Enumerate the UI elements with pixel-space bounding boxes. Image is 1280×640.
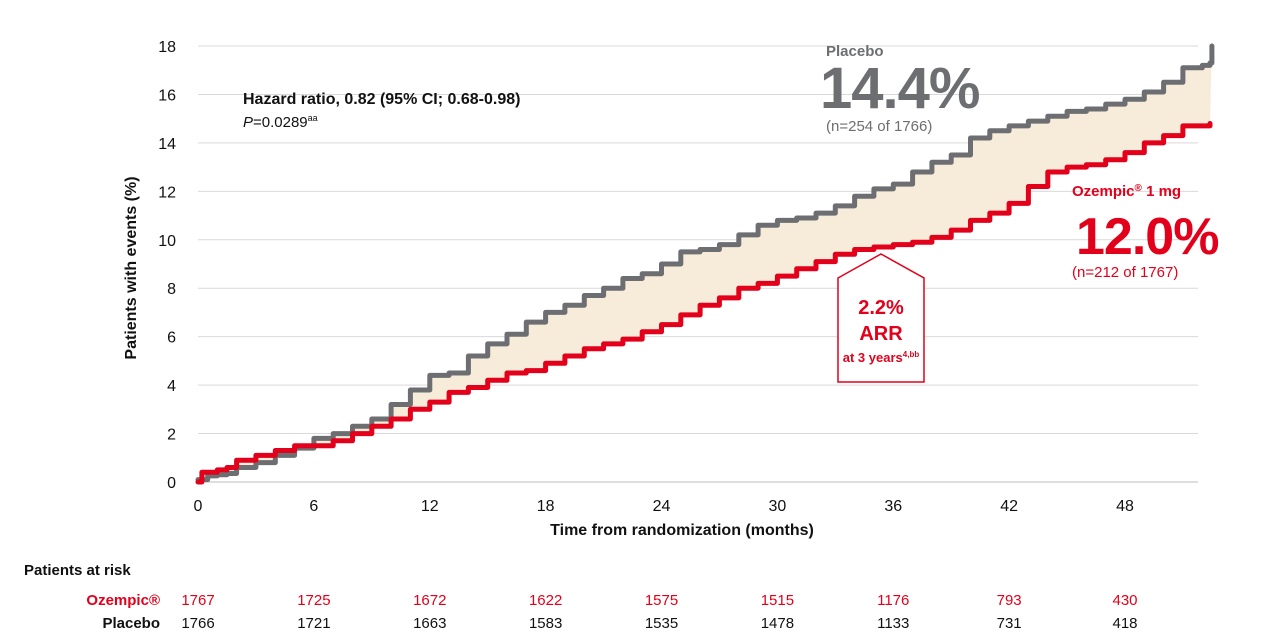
y-tick-label-14: 14 xyxy=(158,136,176,153)
y-tick-label-8: 8 xyxy=(167,281,176,298)
at-risk-cell: 1478 xyxy=(761,615,794,632)
y-tick-label-12: 12 xyxy=(158,184,176,201)
placebo-callout-label: Placebo xyxy=(826,43,884,60)
p-value-prefix: P xyxy=(243,114,253,131)
x-tick-label-30: 30 xyxy=(768,498,786,515)
ozempic-callout-n: (n=212 of 1767) xyxy=(1072,264,1178,281)
at-risk-cell: 1672 xyxy=(413,592,446,609)
at-risk-cell: 1133 xyxy=(877,615,909,632)
ozempic-callout-dose: 1 mg xyxy=(1142,183,1181,200)
x-tick-label-24: 24 xyxy=(653,498,671,515)
p-value-footnote: aa xyxy=(308,113,318,123)
at-risk-cell: 1535 xyxy=(645,615,678,632)
y-tick-label-2: 2 xyxy=(167,427,176,444)
series-line-placebo xyxy=(195,43,1215,483)
ozempic-callout-percent: 12.0% xyxy=(1076,208,1218,266)
at-risk-title: Patients at risk xyxy=(24,562,131,579)
at-risk-row-label-0: Ozempic® xyxy=(86,592,160,609)
ozempic-callout-name: Ozempic xyxy=(1072,183,1135,200)
at-risk-cell: 1575 xyxy=(645,592,678,609)
arr-percent: 2.2% xyxy=(858,297,904,319)
at-risk-cell: 1515 xyxy=(761,592,794,609)
x-tick-label-48: 48 xyxy=(1116,498,1134,515)
at-risk-cell: 1622 xyxy=(529,592,562,609)
x-tick-label-36: 36 xyxy=(884,498,902,515)
x-tick-label-6: 6 xyxy=(309,498,318,515)
x-tick-label-18: 18 xyxy=(537,498,555,515)
ozempic-callout-reg: ® xyxy=(1135,183,1143,194)
placebo-callout-n: (n=254 of 1766) xyxy=(826,118,932,135)
p-value-number: =0.0289 xyxy=(253,114,308,131)
arr-sub-footnote: 4,bb xyxy=(903,350,920,359)
p-value-text: P=0.0289aa xyxy=(243,113,318,131)
at-risk-cell: 1583 xyxy=(529,615,562,632)
x-tick-label-12: 12 xyxy=(421,498,439,515)
y-tick-label-6: 6 xyxy=(167,330,176,347)
series-layer xyxy=(195,43,1215,485)
arr-sub-text: at 3 years xyxy=(843,350,903,365)
arr-sub: at 3 years4,bb xyxy=(843,350,920,365)
difference-band xyxy=(198,46,1212,482)
at-risk-cell: 1663 xyxy=(413,615,446,632)
y-axis-title: Patients with events (%) xyxy=(123,176,140,359)
y-tick-label-10: 10 xyxy=(158,233,176,250)
at-risk-cell: 1176 xyxy=(877,592,909,609)
at-risk-cell: 1721 xyxy=(297,615,330,632)
y-tick-label-16: 16 xyxy=(158,87,176,104)
at-risk-cell: 1725 xyxy=(297,592,330,609)
at-risk-table: Ozempic® 1767 1725 1672 1622 1575 1515 1176 793 4… xyxy=(86,592,1137,632)
y-tick-label-4: 4 xyxy=(167,378,176,395)
at-risk-cell: 430 xyxy=(1112,592,1137,609)
ozempic-callout-label: Ozempic® 1 mg xyxy=(1072,183,1181,200)
at-risk-cell: 1766 xyxy=(181,615,214,632)
y-tick-label-18: 18 xyxy=(158,39,176,56)
arr-label: ARR xyxy=(859,323,903,345)
at-risk-row-label-1: Placebo xyxy=(102,615,160,632)
arr-callout-box xyxy=(837,253,925,383)
at-risk-cell: 731 xyxy=(997,615,1022,632)
at-risk-cell: 418 xyxy=(1112,615,1137,632)
grid-layer xyxy=(198,45,1198,483)
x-tick-label-42: 42 xyxy=(1000,498,1018,515)
y-tick-label-0: 0 xyxy=(167,475,176,492)
x-axis-title: Time from randomization (months) xyxy=(550,522,814,539)
placebo-callout-percent: 14.4% xyxy=(820,56,980,121)
hazard-ratio-text: Hazard ratio, 0.82 (95% CI; 0.68-0.98) xyxy=(243,91,520,108)
x-tick-label-0: 0 xyxy=(194,498,203,515)
at-risk-cell: 793 xyxy=(997,592,1022,609)
at-risk-cell: 1767 xyxy=(181,592,214,609)
series-line-ozempic xyxy=(195,121,1213,485)
